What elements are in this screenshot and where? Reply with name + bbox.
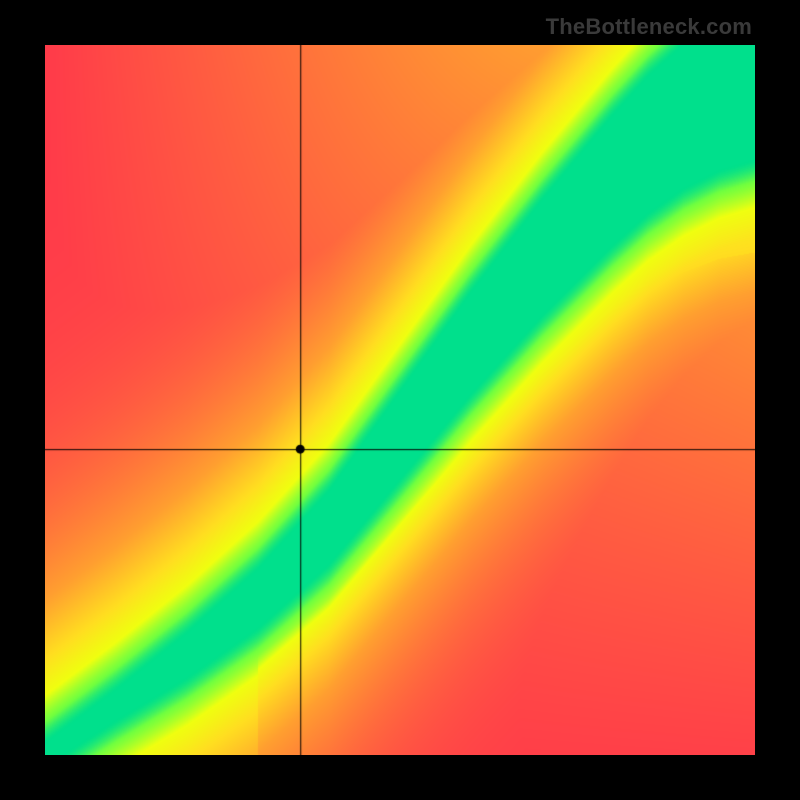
heatmap-canvas	[45, 45, 755, 755]
watermark-text: TheBottleneck.com	[546, 14, 752, 40]
bottleneck-heatmap	[45, 45, 755, 755]
